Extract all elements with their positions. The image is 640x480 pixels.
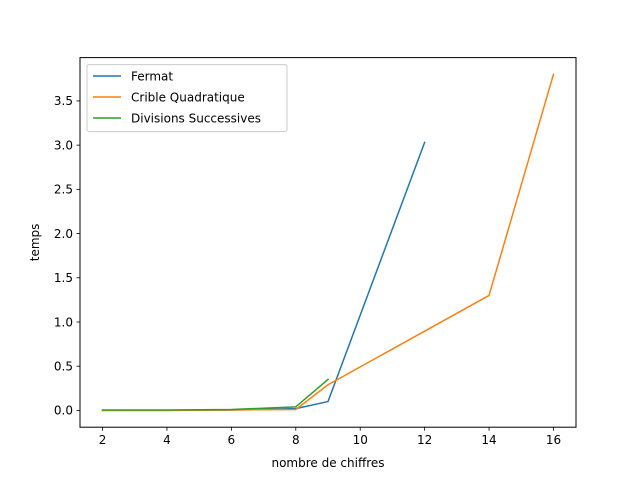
legend: Fermat Crible Quadratique Divisions Succes… <box>86 64 288 133</box>
y-tick-label: 1.0 <box>54 315 73 329</box>
x-tick-label: 2 <box>99 433 107 447</box>
legend-label-3: Divisions Successives <box>131 111 261 125</box>
y-axis-ticks: 0.0 0.5 1.0 1.5 2.0 2.5 3.0 3.5 <box>54 94 80 418</box>
legend-label-2: Crible Quadratique <box>131 90 245 104</box>
plot-area <box>79 57 577 428</box>
x-tick-label: 4 <box>163 433 171 447</box>
x-axis-ticks: 2 4 6 8 10 12 14 16 <box>99 427 561 447</box>
y-tick-label: 0.0 <box>54 404 73 418</box>
y-tick-label: 2.5 <box>54 183 73 197</box>
x-tick-label: 10 <box>353 433 368 447</box>
legend-label-1: Fermat <box>131 69 173 83</box>
y-tick-label: 0.5 <box>54 359 73 373</box>
series-line-3 <box>101 378 330 411</box>
y-tick-label: 3.5 <box>54 94 73 108</box>
x-tick-label: 14 <box>481 433 496 447</box>
x-tick-label: 12 <box>417 433 432 447</box>
x-axis-label: nombre de chiffres <box>271 456 384 470</box>
y-axis-label: temps <box>28 224 42 262</box>
axes-frame <box>79 57 577 428</box>
x-tick-label: 16 <box>546 433 561 447</box>
y-tick-label: 1.5 <box>54 271 73 285</box>
x-tick-label: 6 <box>228 433 236 447</box>
y-tick-label: 3.0 <box>54 138 73 152</box>
series-layer <box>101 73 555 412</box>
legend-box <box>86 64 288 133</box>
y-tick-label: 2.0 <box>54 227 73 241</box>
x-tick-label: 8 <box>292 433 300 447</box>
